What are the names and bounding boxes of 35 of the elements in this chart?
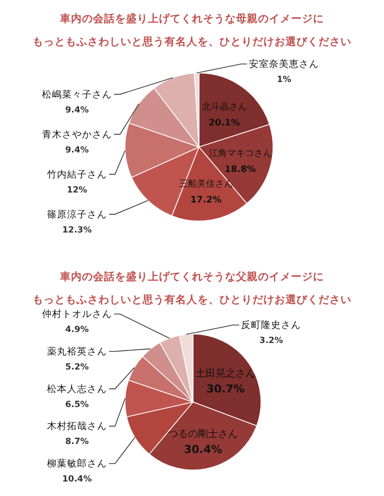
data-label: 10.4% bbox=[62, 474, 92, 485]
slice-label: 薬丸裕英さん bbox=[47, 345, 107, 358]
data-label: 18.8% bbox=[224, 164, 256, 175]
slice-label: 青木さやかさん bbox=[42, 128, 112, 140]
data-label: 9.4% bbox=[65, 105, 90, 116]
slice-label: つるの剛士さん bbox=[168, 428, 238, 440]
data-label: 12% bbox=[66, 185, 88, 196]
data-label: 30.7% bbox=[206, 382, 244, 396]
data-label: 17.2% bbox=[190, 195, 222, 206]
data-label: 5.2% bbox=[65, 362, 90, 372]
slice-label: 江角マキコさん bbox=[208, 148, 272, 159]
slice-label: 松嶋菜々子さん bbox=[42, 88, 112, 100]
chart-subtitle: もっともふさわしいと思う有名人を、ひとりだけお選びください bbox=[32, 293, 352, 306]
slice-label: 土田晃之さん bbox=[195, 368, 256, 380]
data-label: 4.9% bbox=[65, 325, 90, 335]
slice-label: 篠原涼子さん bbox=[47, 208, 107, 220]
slice-label: 仲村トオルさん bbox=[42, 308, 112, 320]
slice-label: 安室奈美恵さん bbox=[249, 58, 320, 70]
slice-label: 竹内結子さん bbox=[47, 168, 107, 180]
slice-label: 柳葉敏郎さん bbox=[47, 458, 107, 470]
data-label: 1% bbox=[276, 75, 292, 85]
slice-label: 北斗晶さん bbox=[202, 101, 247, 112]
chart-subtitle: もっともふさわしいと思う有名人を、ひとりだけお選びください bbox=[32, 35, 352, 48]
slice-label: 松本人志さん bbox=[47, 382, 107, 395]
data-label: 30.4% bbox=[184, 443, 222, 456]
data-label: 20.1% bbox=[208, 118, 240, 128]
data-label: 6.5% bbox=[65, 400, 90, 410]
slice-label: 木村拓哉さん bbox=[47, 420, 107, 432]
data-label: 12.3% bbox=[62, 225, 92, 236]
data-label: 3.2% bbox=[259, 336, 284, 346]
slice-label: 反町隆史さん bbox=[241, 319, 302, 331]
chart-title: 車内の会話を盛り上げてくれそうな父親のイメージに bbox=[59, 270, 324, 283]
data-label: 8.7% bbox=[65, 437, 90, 448]
data-label: 9.4% bbox=[65, 145, 90, 156]
chart-title: 車内の会話を盛り上げてくれそうな母親のイメージに bbox=[59, 12, 324, 25]
